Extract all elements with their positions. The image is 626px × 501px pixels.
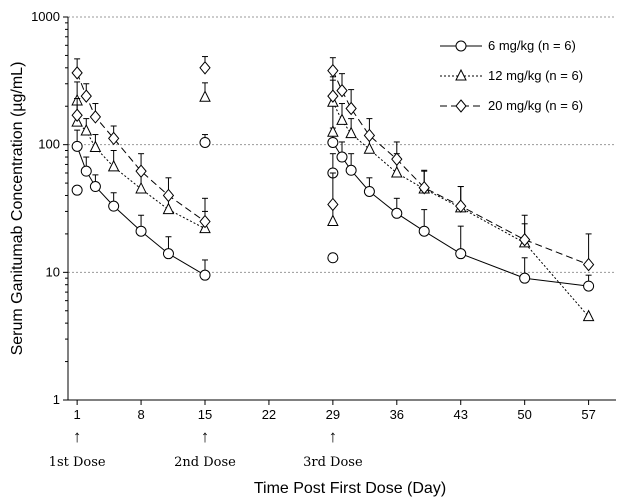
triangle-marker bbox=[363, 142, 376, 154]
y-tick-label: 10 bbox=[46, 264, 60, 279]
circle-marker bbox=[71, 140, 83, 152]
circle-marker bbox=[583, 280, 595, 292]
circle-marker bbox=[391, 207, 403, 219]
triangle-marker bbox=[390, 165, 403, 178]
x-tick-label: 50 bbox=[517, 407, 531, 422]
circle-marker bbox=[327, 136, 339, 148]
triangle-marker bbox=[345, 126, 357, 139]
y-tick-label: 1000 bbox=[31, 9, 60, 24]
dose-arrow-icon: ↑ bbox=[201, 427, 210, 446]
triangle-marker bbox=[107, 159, 120, 172]
circle-marker bbox=[345, 164, 357, 176]
x-tick-label: 1 bbox=[74, 407, 81, 422]
diamond-marker bbox=[135, 164, 147, 178]
circle-marker bbox=[519, 272, 531, 284]
circle-marker bbox=[80, 165, 92, 177]
diamond-marker bbox=[162, 188, 175, 203]
x-tick-label: 15 bbox=[198, 407, 212, 422]
circle-marker bbox=[199, 269, 211, 281]
circle-marker bbox=[71, 184, 83, 196]
series-group bbox=[71, 56, 595, 322]
circle-marker bbox=[455, 248, 467, 260]
diamond-marker bbox=[199, 61, 211, 75]
triangle-marker bbox=[455, 68, 467, 81]
diamond-marker bbox=[363, 128, 376, 143]
diamond-marker bbox=[89, 110, 102, 124]
circle-marker bbox=[108, 200, 120, 212]
dose-arrow-icon: ↑ bbox=[73, 427, 82, 446]
diamond-marker bbox=[345, 101, 357, 116]
diamond-marker bbox=[327, 63, 339, 78]
dose-label: 3rd Dose bbox=[303, 455, 363, 470]
dose-label: 1st Dose bbox=[49, 455, 106, 470]
triangle-marker bbox=[582, 309, 595, 322]
diamond-marker bbox=[327, 197, 339, 212]
diamond-marker bbox=[199, 214, 211, 229]
diamond-marker bbox=[455, 199, 467, 213]
diamond-marker bbox=[71, 66, 83, 80]
diamond-marker bbox=[582, 257, 595, 272]
diamond-marker bbox=[108, 131, 120, 146]
x-tick-label: 22 bbox=[262, 407, 276, 422]
circle-marker bbox=[363, 185, 375, 197]
diamond-marker bbox=[391, 152, 403, 166]
series-line bbox=[332, 142, 589, 287]
triangle-marker bbox=[199, 90, 211, 102]
diamond-marker bbox=[455, 99, 467, 113]
diamond-marker bbox=[327, 89, 339, 103]
axes: 1 10 100 1000 1 8 15 22 29 36 43 50 57 bbox=[31, 9, 616, 422]
triangle-marker bbox=[336, 113, 348, 125]
circle-marker bbox=[455, 40, 467, 52]
x-tick-label: 43 bbox=[453, 407, 467, 422]
triangle-marker bbox=[327, 125, 339, 137]
circle-marker bbox=[418, 225, 430, 237]
x-axis-title: Time Post First Dose (Day) bbox=[254, 480, 446, 497]
x-tick-label: 8 bbox=[137, 407, 144, 422]
triangle-marker bbox=[327, 214, 339, 227]
y-tick-label: 100 bbox=[38, 137, 60, 152]
circle-marker bbox=[336, 151, 348, 163]
x-tick-label: 29 bbox=[326, 407, 340, 422]
diamond-marker bbox=[418, 180, 430, 195]
legend-label: 12 mg/kg (n = 6) bbox=[488, 68, 583, 83]
dose-label: 2nd Dose bbox=[174, 455, 236, 470]
x-tick-label: 57 bbox=[581, 407, 595, 422]
series-circle bbox=[71, 127, 595, 292]
circle-marker bbox=[135, 225, 147, 237]
diamond-marker bbox=[80, 89, 92, 103]
series-diamond bbox=[71, 56, 595, 272]
legend: 6 mg/kg (n = 6) 12 mg/kg (n = 6) 20 mg/kg … bbox=[440, 38, 583, 113]
legend-label: 20 mg/kg (n = 6) bbox=[488, 98, 583, 113]
legend-label: 6 mg/kg (n = 6) bbox=[488, 38, 576, 53]
circle-marker bbox=[327, 252, 339, 264]
diamond-marker bbox=[336, 83, 348, 98]
circle-marker bbox=[162, 248, 174, 260]
circle-marker bbox=[199, 136, 211, 148]
triangle-marker bbox=[89, 140, 102, 153]
dose-annotations: ↑ 1st Dose ↑ 2nd Dose ↑ 3rd Dose bbox=[49, 427, 363, 470]
diamond-marker bbox=[71, 108, 83, 123]
triangle-marker bbox=[162, 202, 175, 215]
triangle-marker bbox=[80, 123, 93, 136]
y-axis-title: Serum Ganitumab Concentration (µg/mL) bbox=[9, 62, 26, 356]
diamond-marker bbox=[519, 232, 531, 247]
y-tick-label: 1 bbox=[53, 392, 60, 407]
triangle-marker bbox=[135, 181, 147, 194]
dose-arrow-icon: ↑ bbox=[329, 427, 338, 446]
circle-marker bbox=[89, 181, 101, 193]
x-tick-label: 36 bbox=[390, 407, 404, 422]
